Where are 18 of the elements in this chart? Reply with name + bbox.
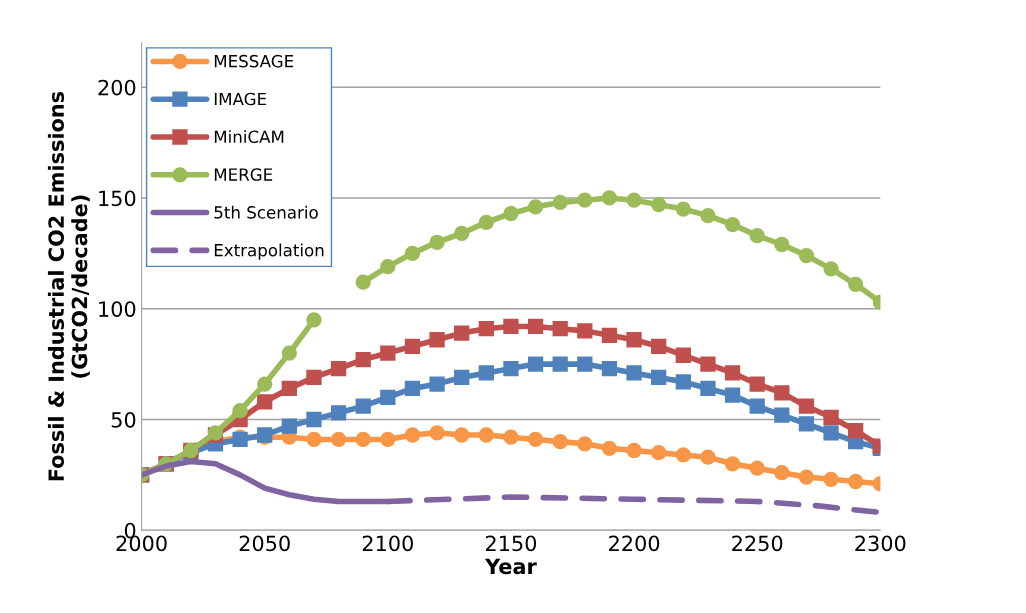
x-tick-label: 2100 [362, 535, 413, 552]
y-tick-label: 150 [99, 190, 136, 207]
x-tick-label: 2300 [855, 535, 906, 552]
legend-label: MERGE [214, 168, 273, 181]
legend-label: IMAGE [214, 92, 267, 106]
legend-label: MESSAGE [214, 54, 294, 68]
y-tick-label: 100 [99, 301, 136, 317]
x-tick-label: 2200 [609, 535, 660, 552]
x-tick-label: 2050 [239, 535, 290, 552]
legend-label: Extrapolation [214, 243, 324, 260]
y-tick-label: 200 [98, 79, 136, 96]
x-tick-label: 2150 [485, 535, 537, 552]
legend-label: MiniCAM [214, 130, 284, 144]
y-tick-label: 50 [111, 411, 136, 428]
y-axis-title: Fossil & Industrial CO2 Emissions (GtCO2/decade) [47, 91, 90, 481]
x-axis-title: Year [484, 558, 537, 575]
legend-label: 5th Scenario [214, 205, 318, 219]
x-tick-label: 2250 [732, 535, 783, 552]
